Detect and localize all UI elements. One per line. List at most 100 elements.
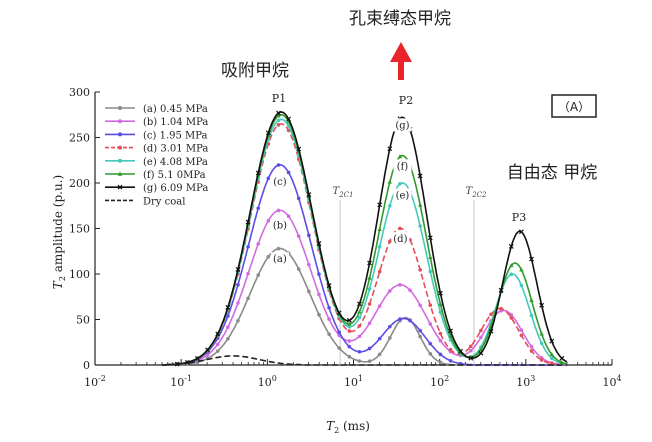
data-point	[529, 297, 534, 302]
data-point	[529, 349, 534, 353]
x-tick-label: 103	[516, 374, 535, 389]
data-point	[367, 302, 372, 306]
series-label-bg	[393, 159, 412, 173]
series-label: (c)	[273, 177, 287, 188]
data-point	[428, 352, 433, 356]
legend-label: (g) 6.09 MPa	[143, 183, 208, 194]
y-tick-label: 200	[69, 177, 90, 190]
data-point	[508, 244, 514, 249]
series-label: (e)	[396, 190, 410, 201]
data-point	[246, 296, 250, 301]
y-tick-label: 150	[69, 223, 90, 236]
series-label-bg	[270, 218, 289, 232]
data-point	[276, 208, 281, 213]
data-point	[367, 287, 372, 291]
data-point	[408, 318, 412, 323]
y-axis-title: T2 amplitude (p.u.)	[51, 175, 67, 289]
data-point	[225, 305, 231, 310]
data-point	[489, 312, 493, 317]
y-tick-label: 50	[76, 314, 90, 327]
data-point	[418, 328, 422, 333]
y-tick-label: 250	[69, 132, 90, 145]
data-point	[215, 349, 220, 353]
data-point	[336, 310, 342, 316]
legend-item: (f) 5.1 0MPa	[105, 170, 206, 181]
data-point	[347, 325, 352, 329]
data-point	[448, 328, 453, 334]
data-point	[286, 214, 291, 218]
data-point	[195, 355, 200, 361]
data-point	[226, 336, 230, 341]
data-point	[479, 335, 483, 340]
data-point	[296, 234, 301, 238]
legend-marker	[117, 184, 123, 190]
data-point	[347, 329, 352, 333]
legend-label: (a) 0.45 MPa	[143, 104, 208, 115]
data-point	[448, 358, 453, 363]
data-point	[357, 334, 362, 339]
data-point	[388, 336, 392, 340]
data-point	[307, 233, 311, 238]
data-point	[438, 360, 443, 365]
series-line	[162, 209, 567, 366]
series-label: (a)	[273, 254, 287, 265]
data-point	[296, 146, 302, 152]
data-point	[377, 304, 382, 308]
legend-marker	[118, 106, 122, 110]
data-point	[478, 350, 484, 356]
legend-item: (g) 6.09 MPa	[105, 183, 208, 194]
series-label-bg	[393, 188, 412, 202]
data-point	[408, 288, 412, 293]
data-point	[347, 344, 352, 349]
data-point	[317, 272, 321, 277]
legend-label: (b) 1.04 MPa	[143, 117, 208, 128]
data-point	[388, 204, 392, 208]
svg-text:T2C1: T2C1	[333, 186, 354, 199]
data-point	[276, 246, 281, 251]
data-point	[347, 354, 352, 359]
data-point	[255, 170, 261, 176]
data-point	[266, 218, 271, 223]
data-point	[519, 328, 524, 332]
series-label-bg	[270, 252, 289, 266]
data-point	[388, 289, 392, 293]
data-point	[357, 359, 362, 363]
series-7	[162, 355, 567, 366]
data-point	[326, 283, 332, 288]
series-group	[162, 110, 568, 367]
legend-item: (d) 3.01 MPa	[105, 144, 208, 155]
x-tick-label: 101	[344, 374, 363, 389]
data-point	[307, 289, 311, 294]
data-point	[468, 348, 473, 353]
data-point	[367, 321, 372, 326]
data-point	[316, 241, 322, 246]
data-point	[427, 235, 433, 241]
cutoff-label-t2c1: T2C1	[333, 186, 354, 199]
data-point	[418, 334, 422, 339]
series-label: (d)	[393, 234, 407, 245]
data-point	[306, 192, 312, 197]
data-point	[296, 267, 301, 271]
data-point	[317, 312, 321, 317]
cutoff-label-t2c2: T2C2	[466, 186, 487, 199]
data-point	[398, 182, 402, 186]
data-point	[286, 170, 291, 175]
data-point	[296, 196, 301, 201]
data-point	[398, 283, 402, 287]
x-tick-label: 102	[430, 374, 449, 389]
data-point	[357, 309, 362, 314]
x-tick-label: 10-2	[84, 374, 106, 389]
data-point	[417, 202, 423, 207]
data-point	[529, 313, 534, 318]
data-point	[367, 346, 372, 351]
data-point	[518, 229, 524, 235]
series-labels: (a) (b) (c) (d) (e) (f) (g)	[270, 118, 412, 266]
data-point	[488, 328, 494, 334]
data-point	[428, 322, 433, 326]
data-point	[509, 316, 514, 320]
series-line	[162, 111, 568, 366]
data-point	[377, 336, 382, 341]
series-label: (b)	[273, 221, 287, 232]
data-point	[418, 303, 422, 308]
data-point	[256, 206, 261, 211]
